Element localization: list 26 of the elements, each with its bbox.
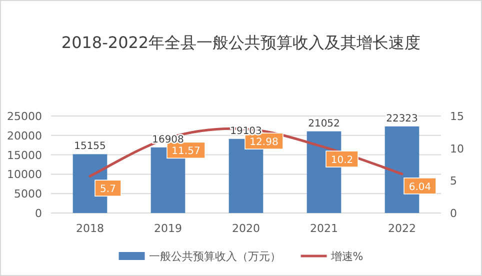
x-tick-label: 2018 xyxy=(76,222,104,235)
data-label: 11.57 xyxy=(172,146,200,158)
y2-tick-label: 5 xyxy=(450,174,457,188)
y2-tick-label: 0 xyxy=(450,207,457,220)
chart-title: 2018-2022年全县一般公共预算收入及其增长速度 xyxy=(61,33,421,52)
y-tick-label: 15000 xyxy=(7,148,42,162)
y-tick-label: 10000 xyxy=(7,168,42,182)
data-label: 15155 xyxy=(74,141,106,152)
y-tick-label: 20000 xyxy=(7,129,42,142)
x-tick-label: 2020 xyxy=(232,222,260,235)
y-tick-label: 25000 xyxy=(7,110,42,123)
x-tick-label: 2021 xyxy=(310,222,338,235)
legend-label: 增速% xyxy=(330,250,364,263)
data-label: 12.98 xyxy=(250,137,278,148)
data-label: 22323 xyxy=(386,113,418,124)
data-label: 21052 xyxy=(308,118,340,130)
y2-tick-label: 15 xyxy=(450,110,464,123)
y-tick-label: 5000 xyxy=(14,188,42,201)
data-label: 6.04 xyxy=(408,182,432,193)
y2-tick-label: 10 xyxy=(450,142,464,156)
y-tick-label: 0 xyxy=(35,207,42,220)
x-tick-label: 2022 xyxy=(388,222,416,235)
data-label: 5.7 xyxy=(100,184,116,196)
data-label: 10.2 xyxy=(330,155,354,166)
x-tick-label: 2019 xyxy=(154,222,182,235)
legend-label: 一般公共预算收入（万元） xyxy=(148,250,281,263)
